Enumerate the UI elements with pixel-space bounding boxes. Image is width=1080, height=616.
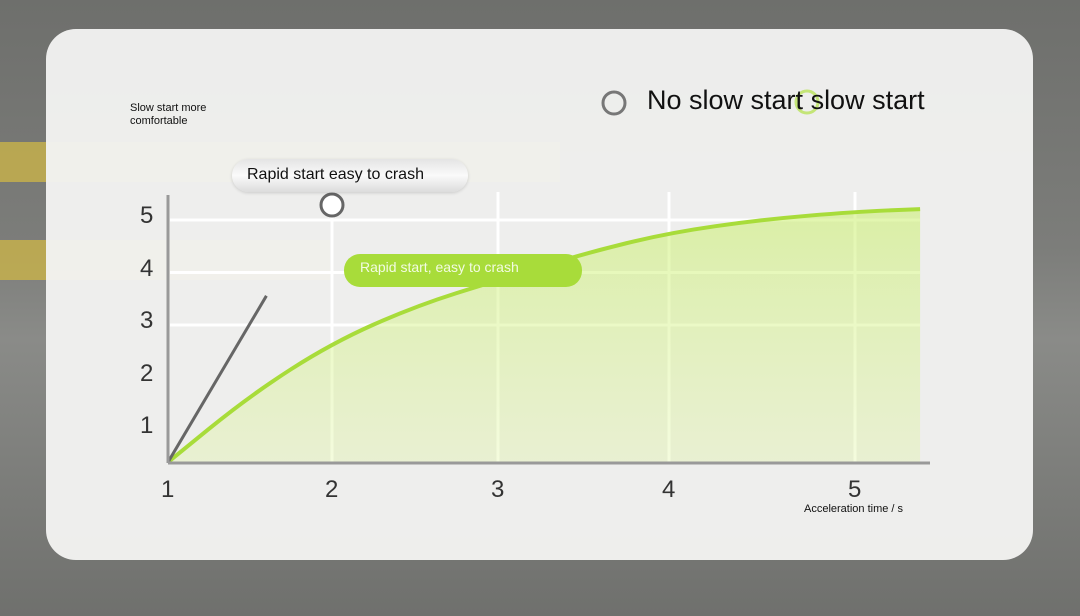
y-tick-label: 3: [140, 307, 154, 334]
annotation-slow-start-comfortable: Slow start more comfortable: [130, 102, 207, 127]
slow-start-area: [168, 209, 921, 463]
x-tick-label: 4: [662, 476, 676, 503]
x-tick-label: 1: [161, 476, 175, 503]
callout-rapid-start-green: Rapid start, easy to crash: [344, 254, 582, 287]
point-marker: [319, 192, 345, 218]
y-tick-label: 1: [140, 412, 154, 439]
legend: No slow start slow start: [647, 85, 925, 116]
no-slow-start-line: [166, 295, 268, 463]
callout-rapid-start: Rapid start easy to crash: [232, 159, 468, 192]
x-axis-label: Acceleration time / s: [804, 503, 904, 515]
y-tick-label: 5: [140, 202, 154, 229]
y-tick-label: 2: [140, 359, 154, 387]
legend-label-slow-start: slow start: [810, 85, 925, 115]
legend-slow-start-icon: [794, 89, 820, 115]
x-tick-label: 3: [491, 476, 505, 503]
x-tick-label: 2: [325, 476, 339, 503]
y-tick-label: 4: [140, 254, 154, 282]
x-tick-label: 5: [848, 476, 862, 503]
legend-no-slow-start-icon: [601, 90, 627, 116]
legend-label-no-slow-start: No slow start: [647, 85, 804, 115]
